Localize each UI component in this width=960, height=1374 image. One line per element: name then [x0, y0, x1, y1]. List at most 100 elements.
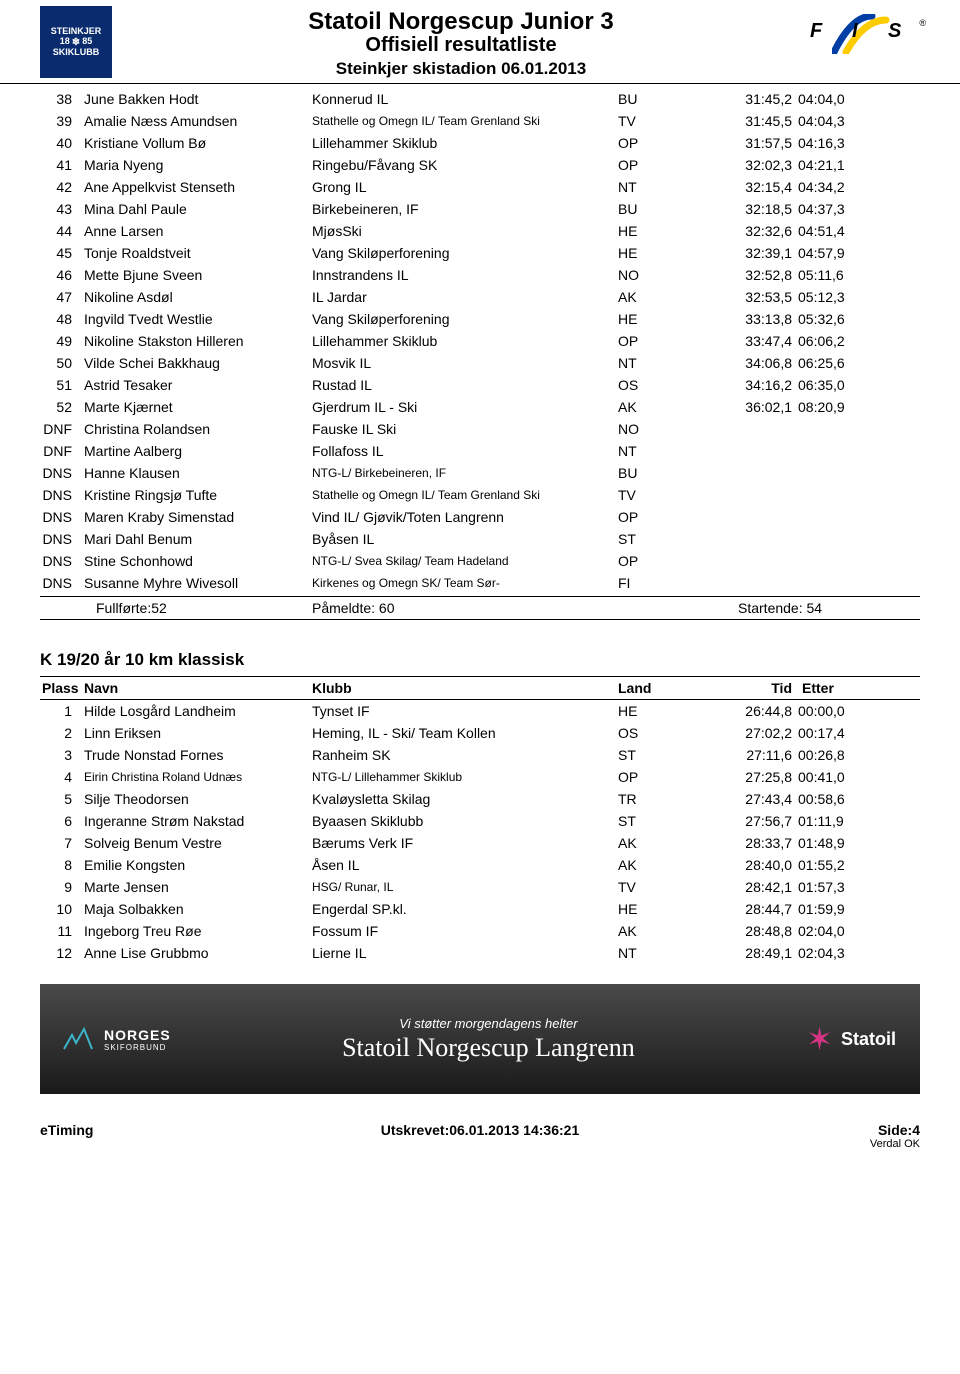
cell-etter: 05:11,6 [798, 264, 920, 286]
title-sub: Offisiell resultatliste [112, 34, 810, 57]
cell-land: ST [618, 744, 668, 766]
cell-tid [668, 462, 798, 484]
cell-land: NT [618, 942, 668, 964]
table-row: DNSHanne KlausenNTG-L/ Birkebeineren, IF… [40, 462, 920, 484]
cell-etter: 04:34,2 [798, 176, 920, 198]
cell-club: Vang Skiløperforening [312, 242, 618, 264]
cell-land: TV [618, 484, 668, 506]
cell-land: TR [618, 788, 668, 810]
cell-place: 3 [40, 744, 84, 766]
cell-etter: 06:06,2 [798, 330, 920, 352]
cell-tid: 28:33,7 [668, 832, 798, 854]
cell-land: AK [618, 286, 668, 308]
table-row: 3Trude Nonstad FornesRanheim SKST27:11,6… [40, 744, 920, 766]
cell-place: 2 [40, 722, 84, 744]
cell-land: AK [618, 832, 668, 854]
cell-name: Mette Bjune Sveen [84, 264, 312, 286]
hdr-land: Land [618, 680, 668, 696]
cell-land: BU [618, 198, 668, 220]
table-row: 2Linn EriksenHeming, IL - Ski/ Team Koll… [40, 722, 920, 744]
table-row: 41Maria NyengRingebu/Fåvang SKOP32:02,30… [40, 154, 920, 176]
cell-etter: 06:35,0 [798, 374, 920, 396]
cell-land: AK [618, 854, 668, 876]
statoil-star-icon: ✶ [806, 1020, 833, 1058]
cell-name: Kristiane Vollum Bø [84, 132, 312, 154]
cell-name: June Bakken Hodt [84, 88, 312, 110]
cell-place: 43 [40, 198, 84, 220]
cell-name: Ane Appelkvist Stenseth [84, 176, 312, 198]
cell-club: Bærums Verk IF [312, 832, 618, 854]
steinkjer-logo: STEINKJER 18 ❄ 85 SKIKLUBB [40, 6, 112, 78]
banner-center: Vi støtter morgendagens helter Statoil N… [171, 1016, 806, 1063]
cell-etter: 00:17,4 [798, 722, 920, 744]
cell-club: Konnerud IL [312, 88, 618, 110]
cell-etter: 01:59,9 [798, 898, 920, 920]
cell-tid: 32:53,5 [668, 286, 798, 308]
cell-place: DNS [40, 572, 84, 594]
cell-etter [798, 418, 920, 440]
cell-tid: 32:52,8 [668, 264, 798, 286]
cell-tid: 28:48,8 [668, 920, 798, 942]
table-row: 50Vilde Schei BakkhaugMosvik ILNT34:06,8… [40, 352, 920, 374]
cell-land: OP [618, 154, 668, 176]
cell-etter [798, 440, 920, 462]
cell-etter: 04:16,3 [798, 132, 920, 154]
table-row: DNFChristina RolandsenFauske IL SkiNO [40, 418, 920, 440]
cell-tid: 32:18,5 [668, 198, 798, 220]
cell-land: OP [618, 330, 668, 352]
cell-place: DNF [40, 440, 84, 462]
cell-land: NO [618, 264, 668, 286]
cell-club: Lillehammer Skiklub [312, 330, 618, 352]
cell-place: 44 [40, 220, 84, 242]
cell-tid: 26:44,8 [668, 700, 798, 722]
cell-land: FI [618, 572, 668, 594]
cell-land: NT [618, 440, 668, 462]
cell-club: HSG/ Runar, IL [312, 876, 618, 898]
cell-land: OP [618, 550, 668, 572]
cell-etter: 04:04,3 [798, 110, 920, 132]
fis-i: I [852, 20, 859, 43]
cell-land: TV [618, 876, 668, 898]
cell-land: OS [618, 374, 668, 396]
statoil-label: Statoil [841, 1029, 896, 1050]
summary-pameldte: Påmeldte: 60 [312, 600, 668, 616]
fis-swoosh-icon [832, 14, 892, 54]
cell-place: 51 [40, 374, 84, 396]
cell-tid: 27:02,2 [668, 722, 798, 744]
cell-club: NTG-L/ Lillehammer Skiklub [312, 766, 618, 788]
footer-page: Side:4 [878, 1122, 920, 1138]
banner-tagline: Vi støtter morgendagens helter [171, 1016, 806, 1031]
cell-tid: 27:25,8 [668, 766, 798, 788]
cell-tid: 27:56,7 [668, 810, 798, 832]
cell-club: Kirkenes og Omegn SK/ Team Sør- [312, 572, 618, 594]
table-row: DNSKristine Ringsjø TufteStathelle og Om… [40, 484, 920, 506]
cell-name: Kristine Ringsjø Tufte [84, 484, 312, 506]
cell-place: 8 [40, 854, 84, 876]
header-titles: Statoil Norgescup Junior 3 Offisiell res… [112, 6, 810, 79]
cell-name: Solveig Benum Vestre [84, 832, 312, 854]
cell-etter: 01:55,2 [798, 854, 920, 876]
cell-etter: 04:21,1 [798, 154, 920, 176]
cell-tid: 32:39,1 [668, 242, 798, 264]
cell-name: Trude Nonstad Fornes [84, 744, 312, 766]
table-row: DNSMari Dahl BenumByåsen ILST [40, 528, 920, 550]
cell-tid: 34:16,2 [668, 374, 798, 396]
table-row: 8Emilie KongstenÅsen ILAK28:40,001:55,2 [40, 854, 920, 876]
section-title: K 19/20 år 10 km klassisk [0, 622, 960, 676]
logo-bottom: SKIKLUBB [53, 48, 100, 58]
cell-place: 52 [40, 396, 84, 418]
skiforbund-icon [60, 1021, 96, 1057]
table-row: 10Maja SolbakkenEngerdal SP.kl.HE28:44,7… [40, 898, 920, 920]
cell-land: NT [618, 176, 668, 198]
cell-place: DNS [40, 550, 84, 572]
cell-place: 39 [40, 110, 84, 132]
cell-club: Fauske IL Ski [312, 418, 618, 440]
cell-place: DNS [40, 484, 84, 506]
cell-place: 41 [40, 154, 84, 176]
cell-tid: 32:02,3 [668, 154, 798, 176]
cell-etter [798, 528, 920, 550]
hdr-tid: Tid [668, 680, 798, 696]
table-header-row: Plass Navn Klubb Land Tid Etter [40, 676, 920, 700]
cell-name: Nikoline Asdøl [84, 286, 312, 308]
cell-club: Mosvik IL [312, 352, 618, 374]
